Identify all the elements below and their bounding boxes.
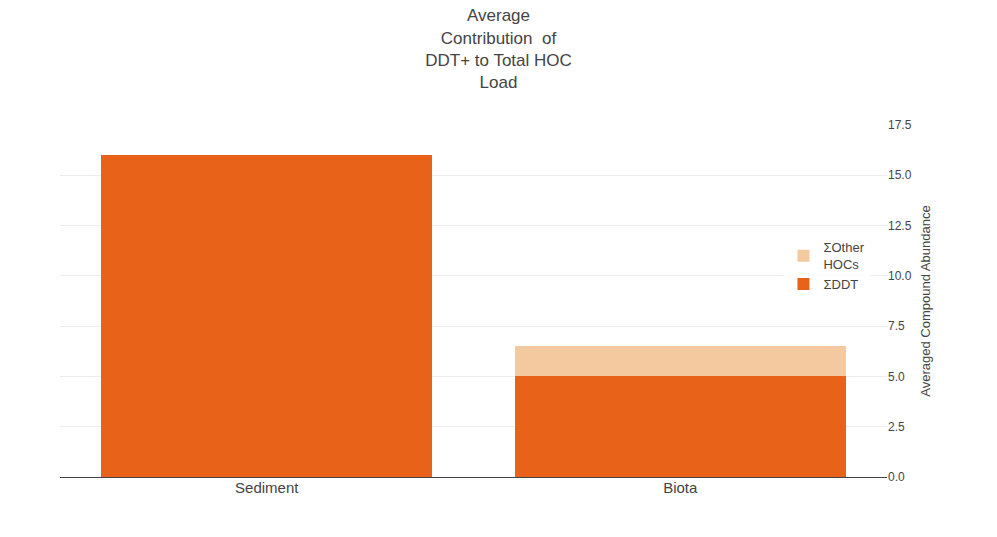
svg-text:Biota: Biota [663, 479, 698, 496]
svg-text:Sediment: Sediment [235, 479, 299, 496]
svg-text:2.5: 2.5 [888, 420, 905, 434]
svg-text:17.5: 17.5 [888, 118, 912, 132]
svg-text:7.5: 7.5 [888, 319, 905, 333]
svg-text:AverageContribution ofDDT+ to: AverageContribution ofDDT+ to Total HOCL… [425, 6, 572, 91]
svg-text:12.5: 12.5 [888, 219, 912, 233]
svg-text:15.0: 15.0 [888, 168, 912, 182]
svg-text:Averaged Compound Abundance: Averaged Compound Abundance [918, 205, 933, 396]
svg-text:ΣOtherHOCs: ΣOtherHOCs [823, 240, 864, 272]
svg-text:0.0: 0.0 [888, 470, 905, 484]
svg-text:10.0: 10.0 [888, 269, 912, 283]
svg-text:5.0: 5.0 [888, 370, 905, 384]
svg-text:ΣDDT: ΣDDT [823, 277, 858, 292]
